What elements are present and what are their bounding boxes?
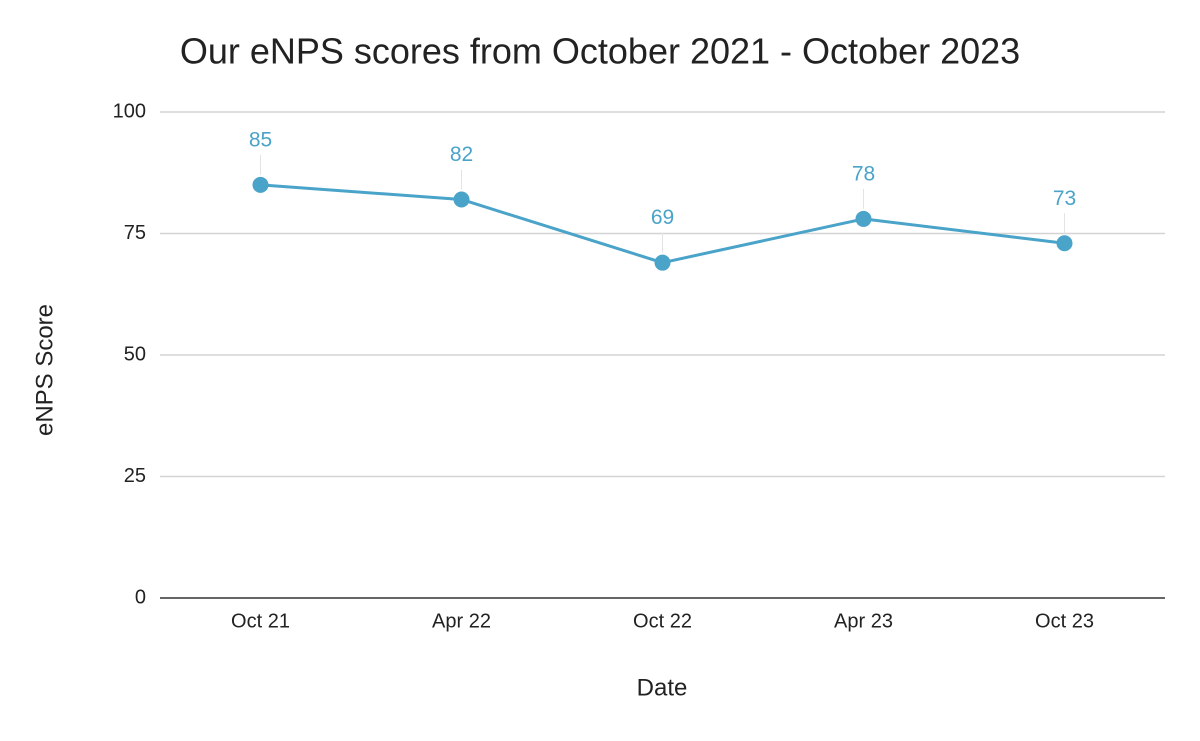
data-label: 85 xyxy=(249,128,272,151)
x-tick-label: Apr 23 xyxy=(834,610,893,632)
x-tick-label: Oct 21 xyxy=(231,610,290,632)
chart-title: Our eNPS scores from October 2021 - Octo… xyxy=(180,31,1020,72)
x-axis-label: Date xyxy=(637,674,688,701)
data-point xyxy=(252,176,269,193)
data-point xyxy=(1056,235,1073,252)
data-label: 78 xyxy=(852,162,875,185)
data-point xyxy=(654,254,671,271)
data-label: 69 xyxy=(651,206,674,229)
x-tick-label: Oct 23 xyxy=(1035,610,1094,632)
data-point xyxy=(855,210,872,227)
y-axis-label: eNPS Score xyxy=(31,304,58,436)
data-label: 73 xyxy=(1053,187,1076,210)
y-tick-label: 25 xyxy=(124,465,146,487)
y-tick-label: 0 xyxy=(135,586,146,608)
y-tick-label: 100 xyxy=(113,100,146,122)
data-label: 82 xyxy=(450,143,473,166)
y-tick-label: 50 xyxy=(124,343,146,365)
x-tick-label: Apr 22 xyxy=(432,610,491,632)
data-point xyxy=(453,191,470,208)
y-tick-label: 75 xyxy=(124,222,146,244)
x-tick-label: Oct 22 xyxy=(633,610,692,632)
